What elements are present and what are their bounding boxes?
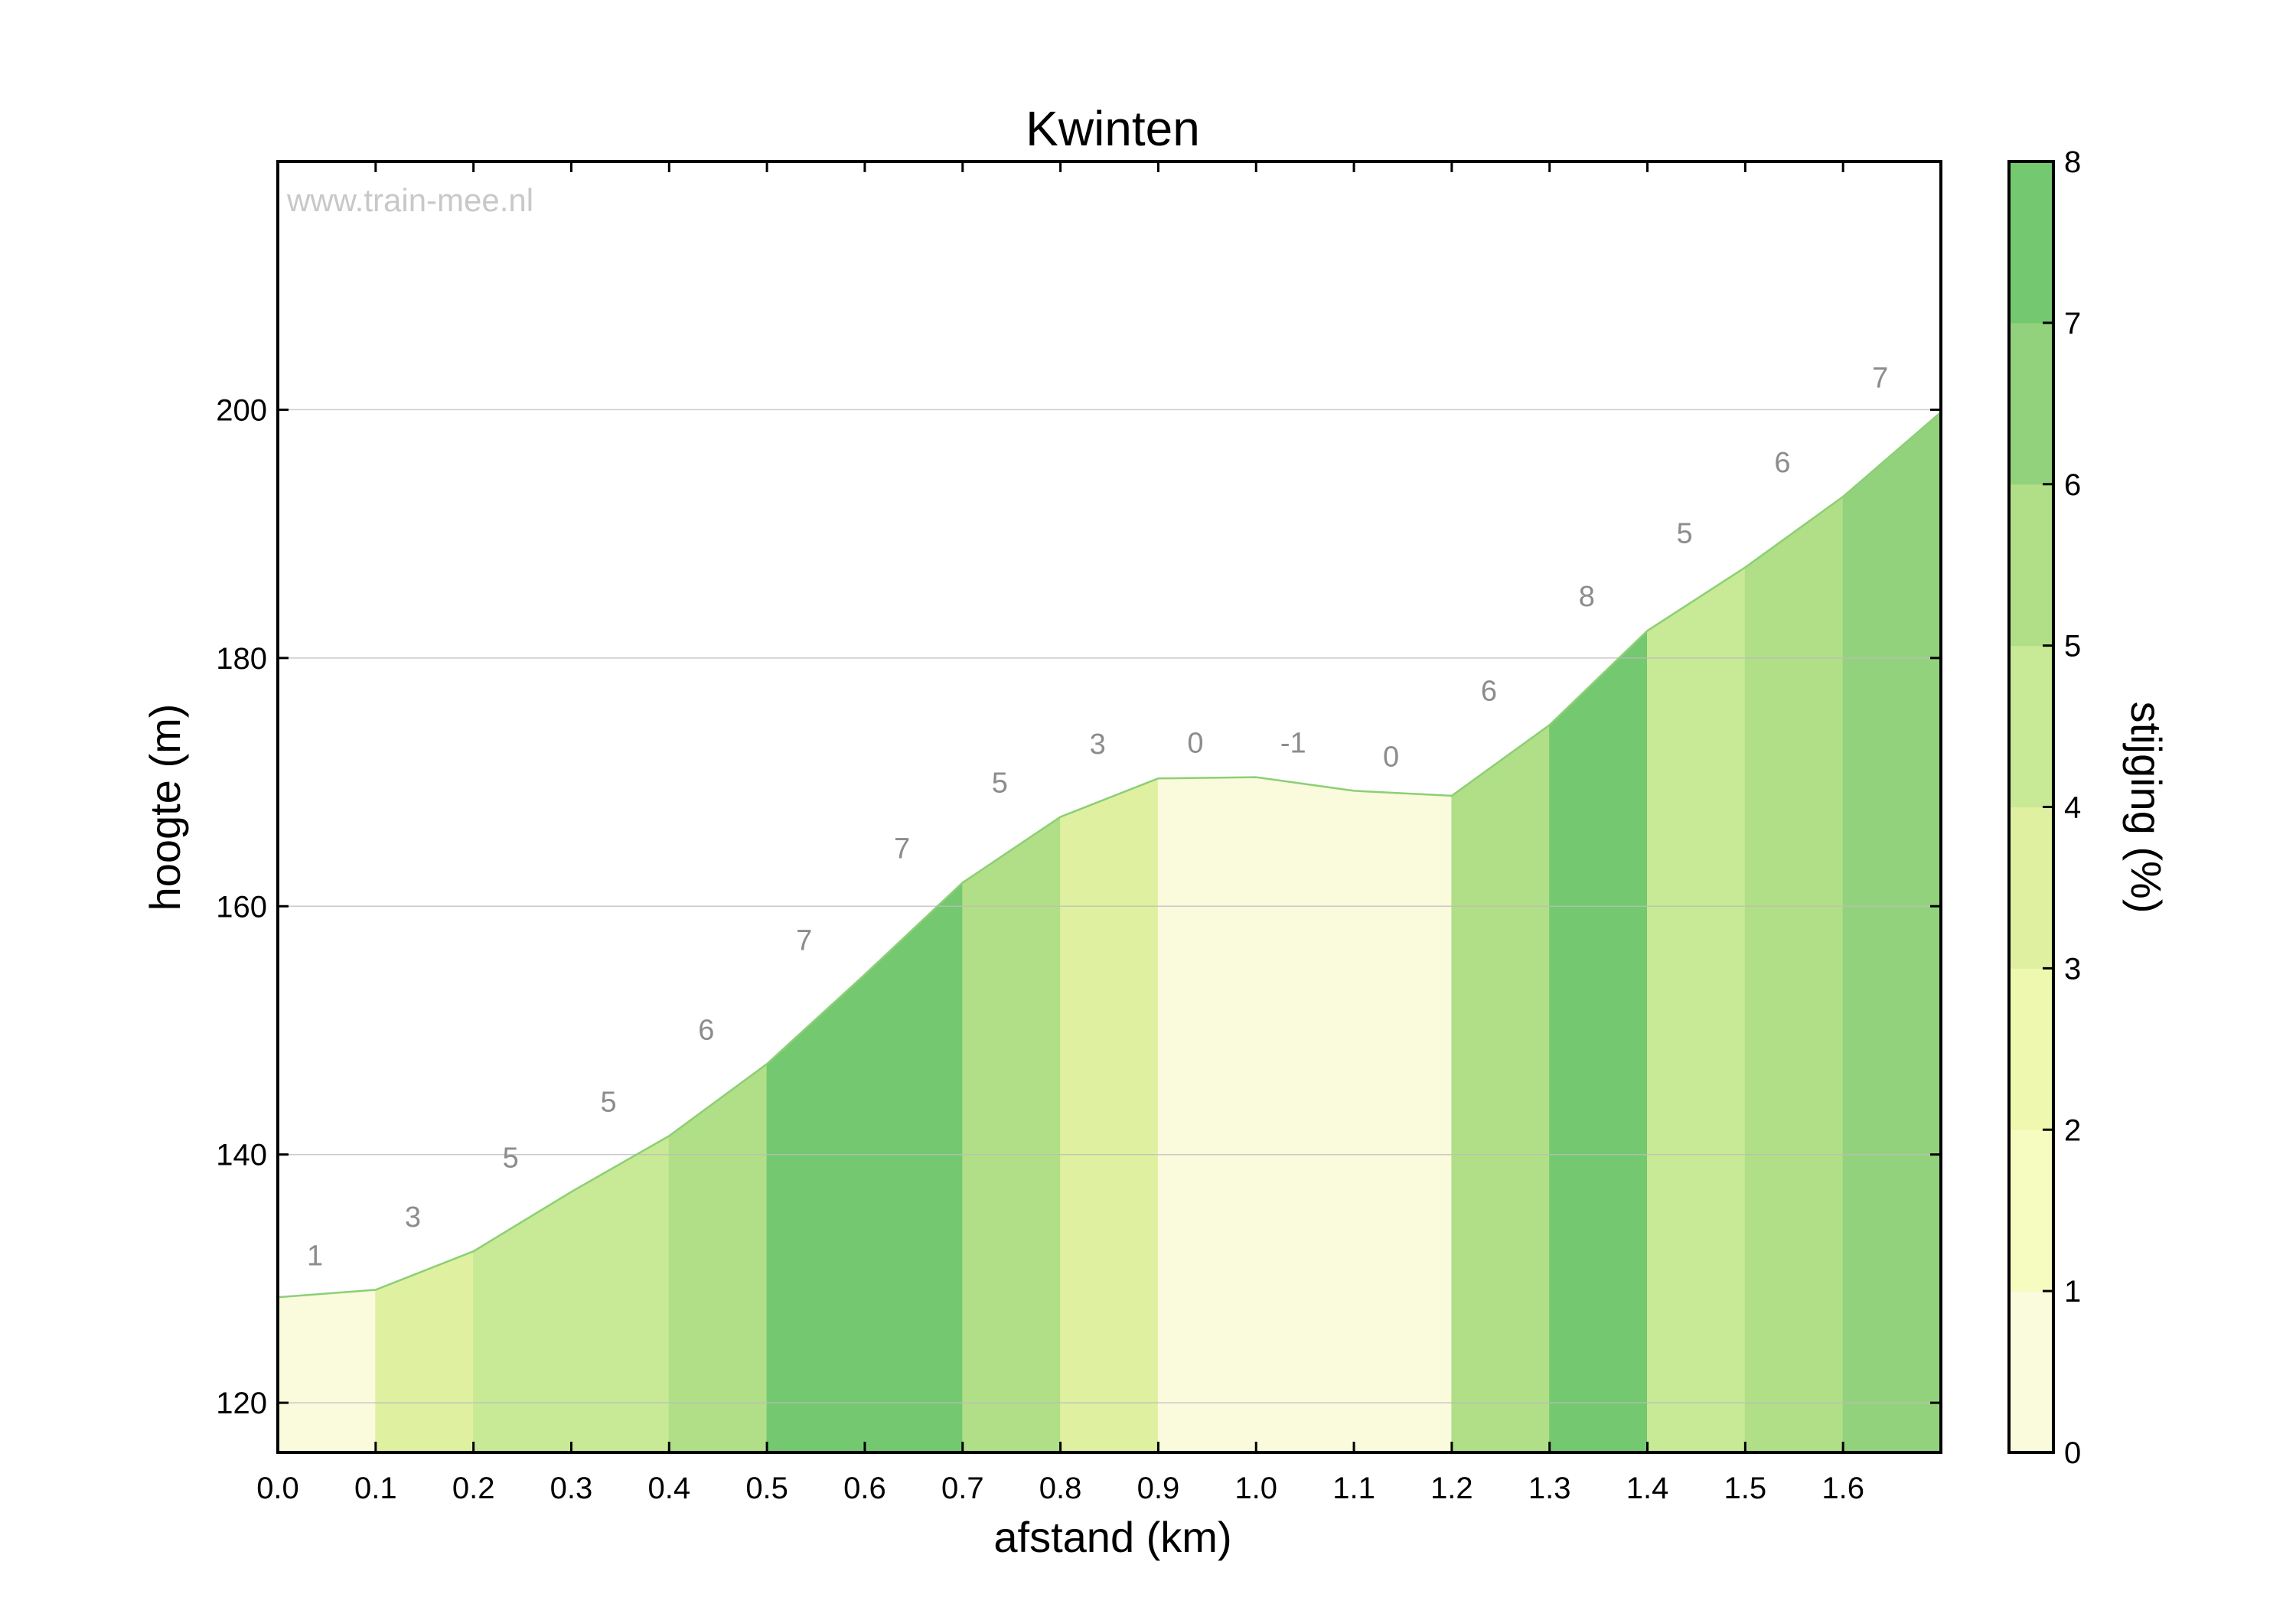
y-tick-label-120: 120 <box>216 1387 267 1420</box>
colorbar-level-4 <box>2009 645 2053 807</box>
grade-label-10: -1 <box>1280 728 1306 760</box>
x-tick-label-1.5: 1.5 <box>1724 1472 1767 1505</box>
colorbar-tick-label-8: 8 <box>2064 145 2081 179</box>
grade-label-11: 0 <box>1383 741 1399 773</box>
profile-segment-13 <box>1549 630 1648 1453</box>
profile-segment-4 <box>668 1063 768 1453</box>
profile-line <box>277 411 1942 1299</box>
x-tick-label-0.9: 0.9 <box>1137 1472 1180 1505</box>
profile-segment-1 <box>375 1250 475 1453</box>
grade-label-9: 0 <box>1187 728 1203 760</box>
profile-segment-15 <box>1744 496 1844 1453</box>
profile-segment-16 <box>1842 411 1942 1453</box>
grade-label-15: 6 <box>1774 447 1790 479</box>
x-tick-label-1.1: 1.1 <box>1332 1472 1375 1505</box>
profile-segment-12 <box>1451 724 1551 1453</box>
profile-segment-5 <box>766 973 866 1453</box>
x-tick-label-0.6: 0.6 <box>843 1472 886 1505</box>
x-tick-label-0.5: 0.5 <box>745 1472 788 1505</box>
y-axis-label: hoogte (m) <box>141 704 189 911</box>
grade-label-5: 7 <box>796 924 812 957</box>
grade-label-6: 7 <box>894 833 910 865</box>
grade-label-1: 3 <box>405 1201 421 1234</box>
colorbar-level-0 <box>2009 1291 2053 1453</box>
x-tick-label-0.7: 0.7 <box>941 1472 984 1505</box>
profile-segment-9 <box>1157 777 1257 1453</box>
x-tick-label-0.8: 0.8 <box>1039 1472 1082 1505</box>
x-tick-label-0.1: 0.1 <box>354 1472 397 1505</box>
profile-segment-0 <box>277 1289 377 1453</box>
grade-label-12: 6 <box>1481 675 1497 707</box>
colorbar-layer: 0 1 2 3 4 5 6 7 8 <box>2007 145 2081 1470</box>
profile-segment-8 <box>1060 777 1159 1453</box>
profile-segment-11 <box>1353 790 1453 1453</box>
x-tick-label-1.2: 1.2 <box>1430 1472 1473 1505</box>
colorbar-level-2 <box>2009 968 2053 1130</box>
x-tick-label-1.0: 1.0 <box>1234 1472 1277 1505</box>
x-axis-label: afstand (km) <box>993 1513 1231 1561</box>
colorbar-level-7 <box>2009 161 2053 324</box>
grade-label-8: 3 <box>1090 729 1106 761</box>
colorbar-tick-label-6: 6 <box>2064 468 2081 502</box>
profile-segment-7 <box>962 816 1062 1453</box>
chart-title: Kwinten <box>1026 101 1200 156</box>
grade-label-3: 5 <box>600 1086 616 1118</box>
colorbar-level-1 <box>2009 1129 2053 1292</box>
plot-layer: 1 3 5 5 6 7 7 5 3 0 -1 0 6 8 5 6 7 0.0 0.1 0.2 0.3 0.4 0.5 0.6 0… <box>216 160 1942 1505</box>
colorbar-tick-label-7: 7 <box>2064 307 2081 341</box>
x-tick-label-0.3: 0.3 <box>550 1472 593 1505</box>
colorbar-level-3 <box>2009 807 2053 969</box>
colorbar-tick-label-2: 2 <box>2064 1113 2081 1147</box>
grade-label-7: 5 <box>992 767 1008 799</box>
profile-segment-6 <box>864 882 964 1453</box>
colorbar-tick-label-1: 1 <box>2064 1275 2081 1309</box>
x-tick-label-1.4: 1.4 <box>1626 1472 1669 1505</box>
colorbar-tick-label-3: 3 <box>2064 952 2081 986</box>
colorbar-level-6 <box>2009 322 2053 485</box>
grade-label-4: 6 <box>698 1014 714 1046</box>
x-tick-label-0.2: 0.2 <box>452 1472 495 1505</box>
x-tick-label-1.3: 1.3 <box>1528 1472 1571 1505</box>
x-tick-label-0.4: 0.4 <box>647 1472 690 1505</box>
grade-label-16: 7 <box>1872 363 1888 395</box>
grade-label-14: 5 <box>1677 517 1693 549</box>
plot-frame <box>276 160 1942 1454</box>
x-tick-label-1.6: 1.6 <box>1821 1472 1864 1505</box>
y-tick-label-200: 200 <box>216 393 267 427</box>
grade-label-2: 5 <box>503 1142 519 1174</box>
colorbar-level-5 <box>2009 484 2053 647</box>
colorbar-tick-label-5: 5 <box>2064 630 2081 663</box>
colorbar-tick-label-4: 4 <box>2064 791 2081 825</box>
colorbar-label: stijging (%) <box>2122 702 2170 914</box>
y-tick-label-140: 140 <box>216 1139 267 1172</box>
grade-label-0: 1 <box>307 1240 323 1273</box>
y-tick-label-160: 160 <box>216 890 267 924</box>
colorbar-tick-label-0: 0 <box>2064 1436 2081 1470</box>
x-tick-label-0.0: 0.0 <box>256 1472 299 1505</box>
grade-label-13: 8 <box>1579 581 1595 613</box>
profile-segment-10 <box>1255 777 1355 1453</box>
watermark-text: www.train-mee.nl <box>286 182 533 218</box>
y-tick-label-180: 180 <box>216 642 267 676</box>
profile-segment-14 <box>1647 566 1746 1453</box>
profile-segment-2 <box>473 1191 572 1453</box>
